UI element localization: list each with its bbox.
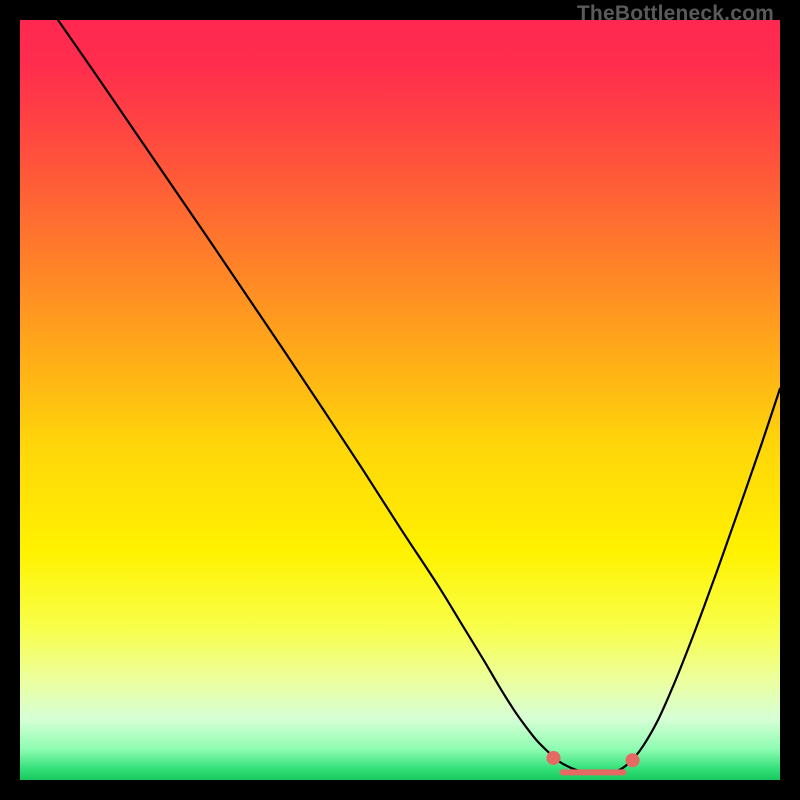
highlight-dot-right <box>626 753 640 767</box>
highlight-bar <box>560 769 627 775</box>
bottleneck-curve <box>58 20 780 773</box>
watermark-text: TheBottleneck.com <box>577 2 774 26</box>
plot-area <box>20 20 780 780</box>
highlight-dot-left <box>547 751 561 765</box>
bottleneck-curve-layer <box>20 20 780 780</box>
